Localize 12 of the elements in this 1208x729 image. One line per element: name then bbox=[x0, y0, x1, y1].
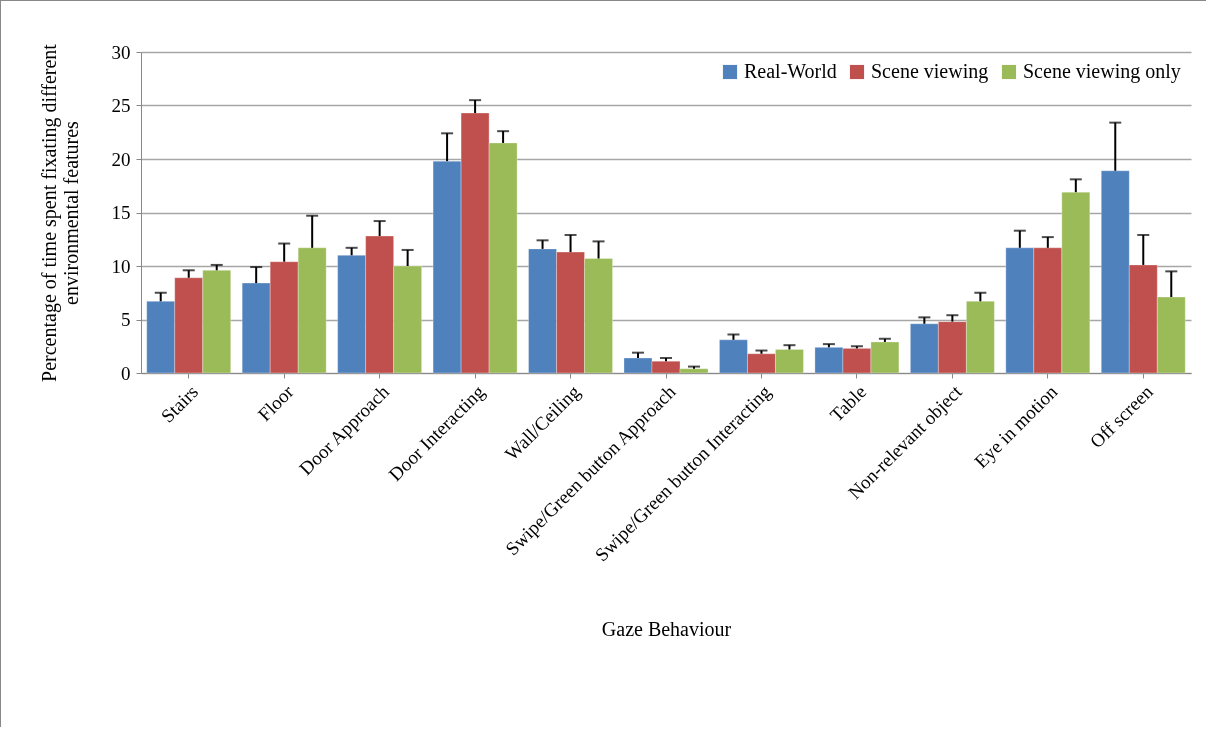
legend-label: Real-World bbox=[744, 60, 837, 82]
y-tick-label: 30 bbox=[111, 41, 131, 63]
y-tick-label: 5 bbox=[121, 309, 131, 330]
x-axis-title: Gaze Behaviour bbox=[601, 618, 732, 641]
y-axis-title: Percentage of time spent fixating different environmental features bbox=[37, 43, 82, 382]
y-tick-label: 20 bbox=[111, 148, 131, 170]
legend-label: Scene viewing bbox=[871, 60, 989, 83]
legend-label: Scene viewing only bbox=[1023, 60, 1181, 83]
y-tick-label: 25 bbox=[111, 95, 131, 116]
y-tick-label: 10 bbox=[111, 255, 131, 277]
y-tick-label: 0 bbox=[121, 362, 131, 384]
y-tick-label: 15 bbox=[111, 202, 131, 223]
